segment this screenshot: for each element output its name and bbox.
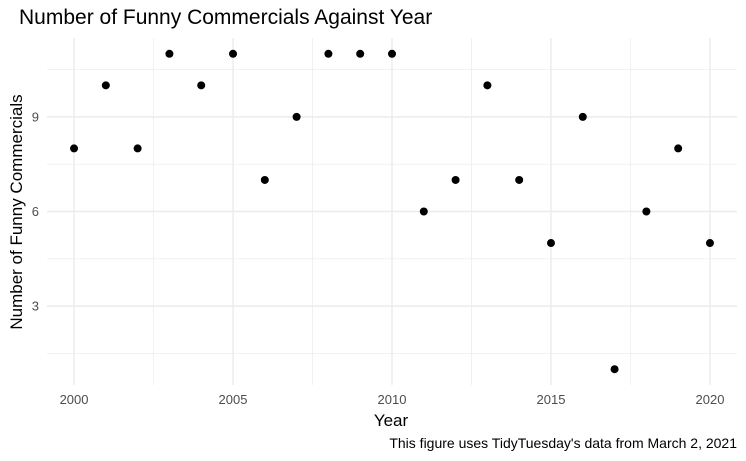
- data-point: [165, 49, 174, 58]
- data-point: [197, 81, 206, 90]
- x-tick-label: 2020: [696, 392, 725, 407]
- y-tick-label: 9: [32, 109, 39, 124]
- data-point: [578, 112, 587, 121]
- data-point: [101, 81, 110, 90]
- data-point: [705, 239, 714, 248]
- data-point: [546, 239, 555, 248]
- data-point: [229, 49, 238, 58]
- y-axis-label: Number of Funny Commercials: [7, 94, 26, 329]
- data-point: [260, 175, 269, 184]
- data-point: [356, 49, 365, 58]
- data-point: [483, 81, 492, 90]
- data-point: [388, 49, 396, 58]
- data-point: [674, 144, 683, 153]
- x-tick-label: 2010: [378, 392, 407, 407]
- data-point: [324, 49, 333, 58]
- data-point: [642, 207, 651, 216]
- chart-caption: This figure uses TidyTuesday's data from…: [389, 435, 737, 451]
- x-axis-label: Year: [374, 411, 409, 430]
- data-point: [451, 175, 460, 184]
- grid-lines: [47, 38, 737, 385]
- data-point: [419, 207, 428, 216]
- y-axis-tick-labels: 3 6 9: [32, 109, 39, 313]
- y-tick-label: 6: [32, 204, 39, 219]
- chart-title: Number of Funny Commercials Against Year: [19, 6, 433, 29]
- x-axis-tick-labels: 2000 2005 2010 2015 2020: [60, 392, 725, 407]
- data-point: [133, 144, 142, 153]
- data-point: [610, 365, 619, 374]
- x-tick-label: 2015: [537, 392, 566, 407]
- x-tick-label: 2000: [60, 392, 89, 407]
- y-tick-label: 3: [32, 299, 39, 314]
- data-point: [70, 144, 79, 153]
- data-points: [70, 49, 714, 374]
- data-point: [515, 175, 524, 184]
- x-tick-label: 2005: [219, 392, 248, 407]
- data-point: [292, 112, 301, 121]
